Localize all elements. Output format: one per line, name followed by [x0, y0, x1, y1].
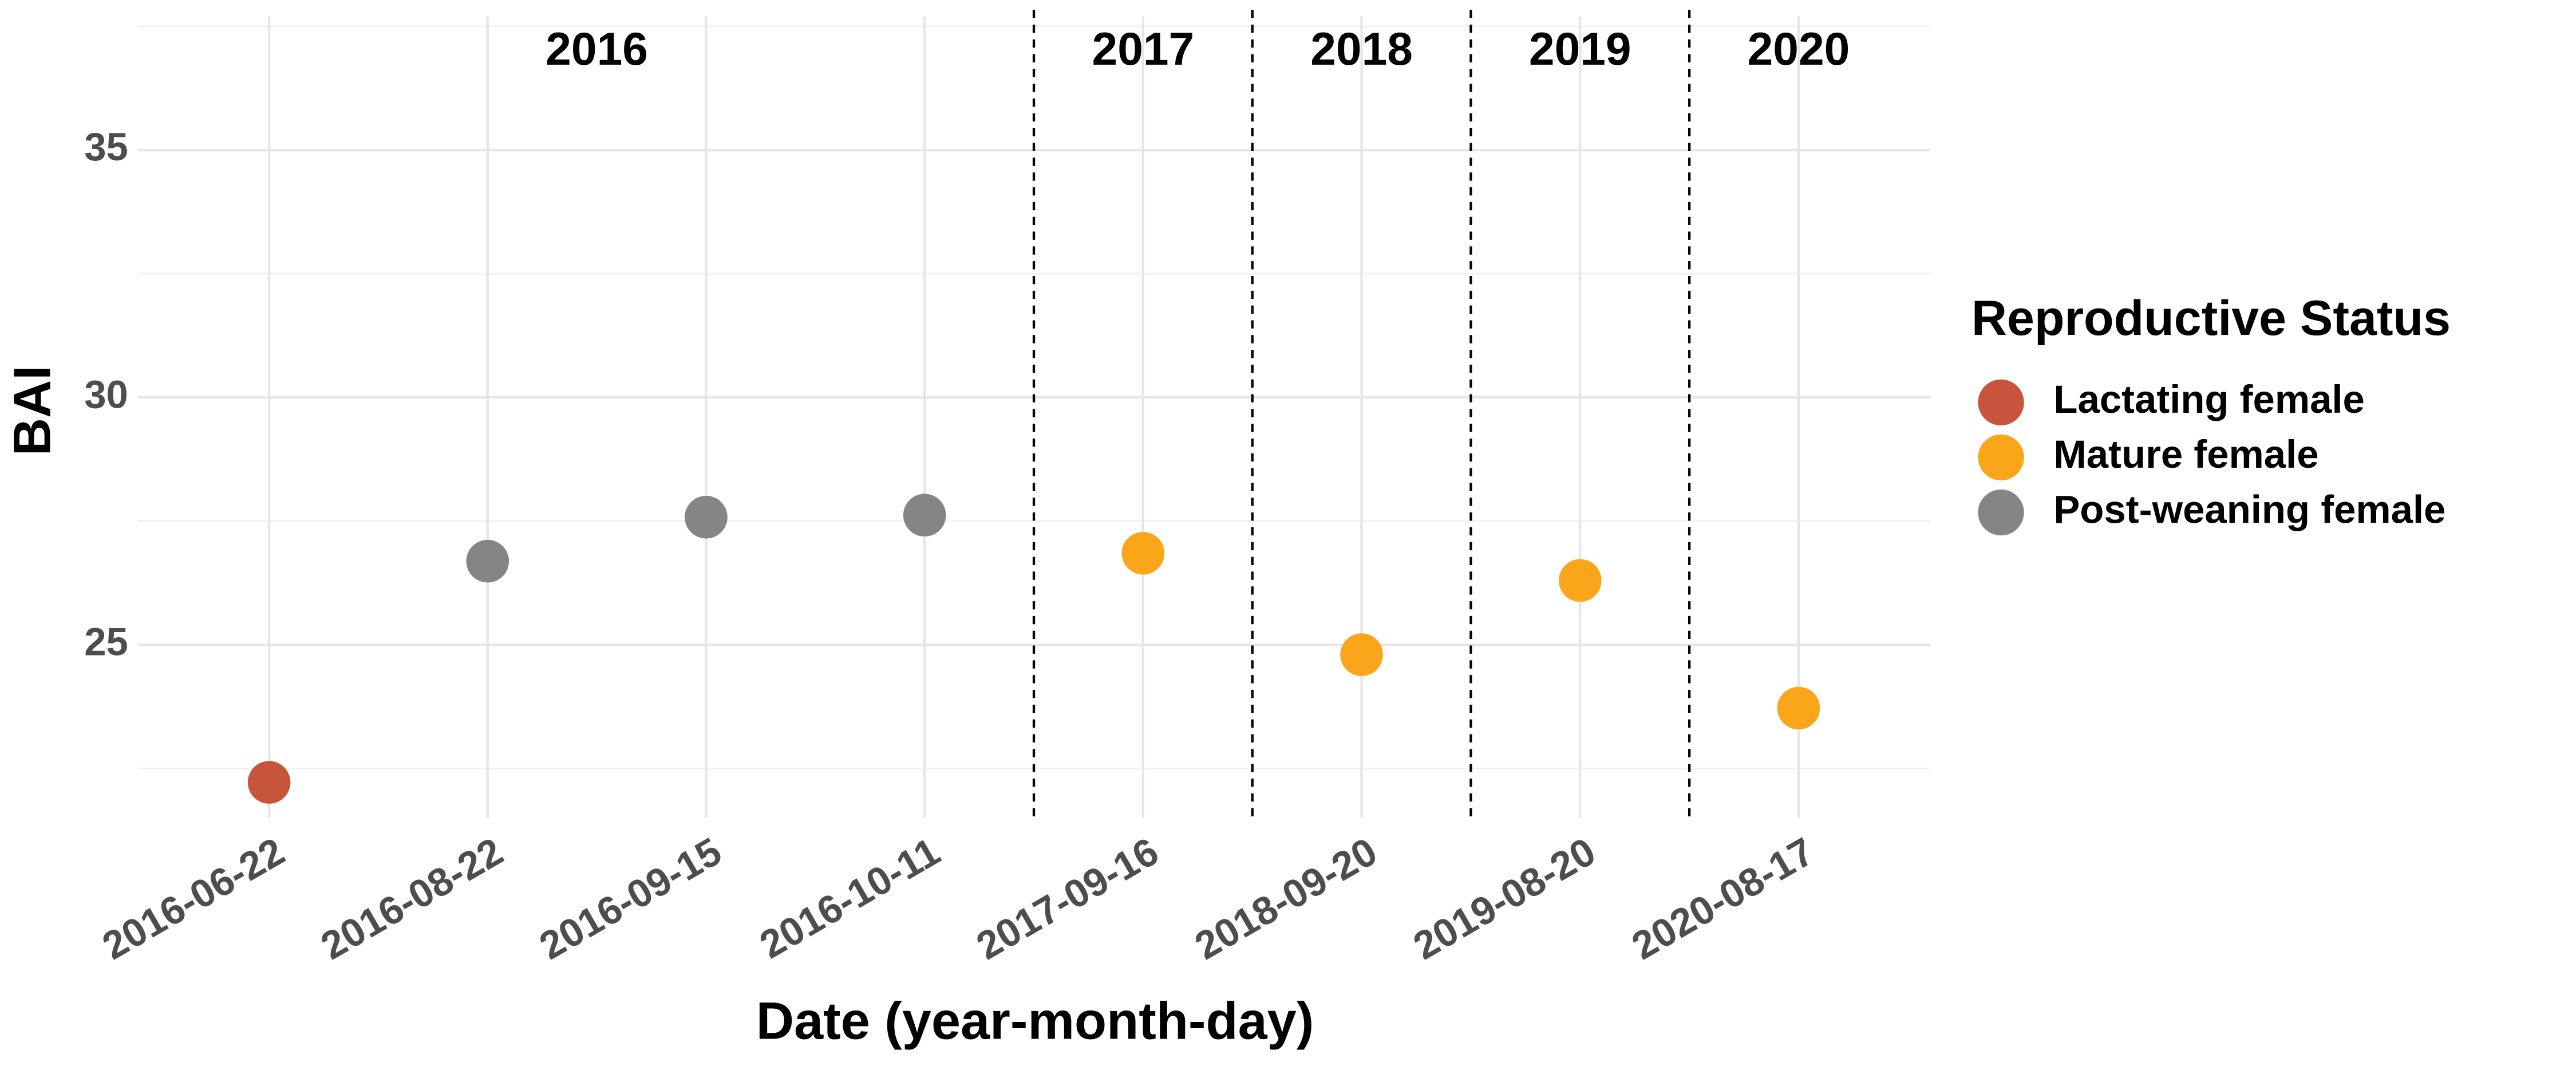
- x-tick-label: 2016-06-22: [95, 829, 292, 968]
- year-label: 2016: [546, 23, 648, 75]
- x-tick-label: 2019-08-20: [1406, 829, 1603, 968]
- legend-title: Reproductive Status: [1971, 291, 2451, 346]
- x-tick-label: 2016-09-15: [532, 829, 729, 968]
- legend-swatch: [1978, 434, 2024, 481]
- point: [903, 493, 946, 537]
- point: [1777, 686, 1820, 730]
- point: [1558, 559, 1602, 602]
- point: [1340, 633, 1383, 676]
- year-label: 2019: [1529, 23, 1631, 75]
- x-tick-label: 2016-10-11: [752, 829, 947, 967]
- legend-label: Post-weaning female: [2053, 487, 2445, 531]
- legend-label: Lactating female: [2053, 377, 2364, 421]
- point: [1121, 532, 1165, 575]
- legend-swatch: [1978, 489, 2024, 536]
- y-tick-label: 25: [84, 619, 128, 664]
- point: [247, 761, 291, 804]
- x-axis-title: Date (year-month-day): [756, 992, 1314, 1051]
- year-label: 2017: [1092, 23, 1195, 75]
- y-tick-label: 30: [84, 372, 128, 416]
- year-label: 2018: [1310, 23, 1413, 75]
- x-tick-label: 2018-09-20: [1188, 829, 1385, 968]
- legend-swatch: [1978, 379, 2024, 426]
- x-tick-label: 2016-08-22: [314, 829, 511, 968]
- point: [685, 496, 728, 539]
- legend-label: Mature female: [2053, 432, 2318, 476]
- year-label: 2020: [1748, 23, 1850, 75]
- y-axis-title: BAI: [3, 365, 61, 456]
- y-tick-label: 35: [84, 125, 128, 169]
- x-tick-label: 2020-08-17: [1625, 829, 1822, 968]
- point: [466, 539, 509, 583]
- x-tick-label: 2017-09-16: [969, 829, 1166, 968]
